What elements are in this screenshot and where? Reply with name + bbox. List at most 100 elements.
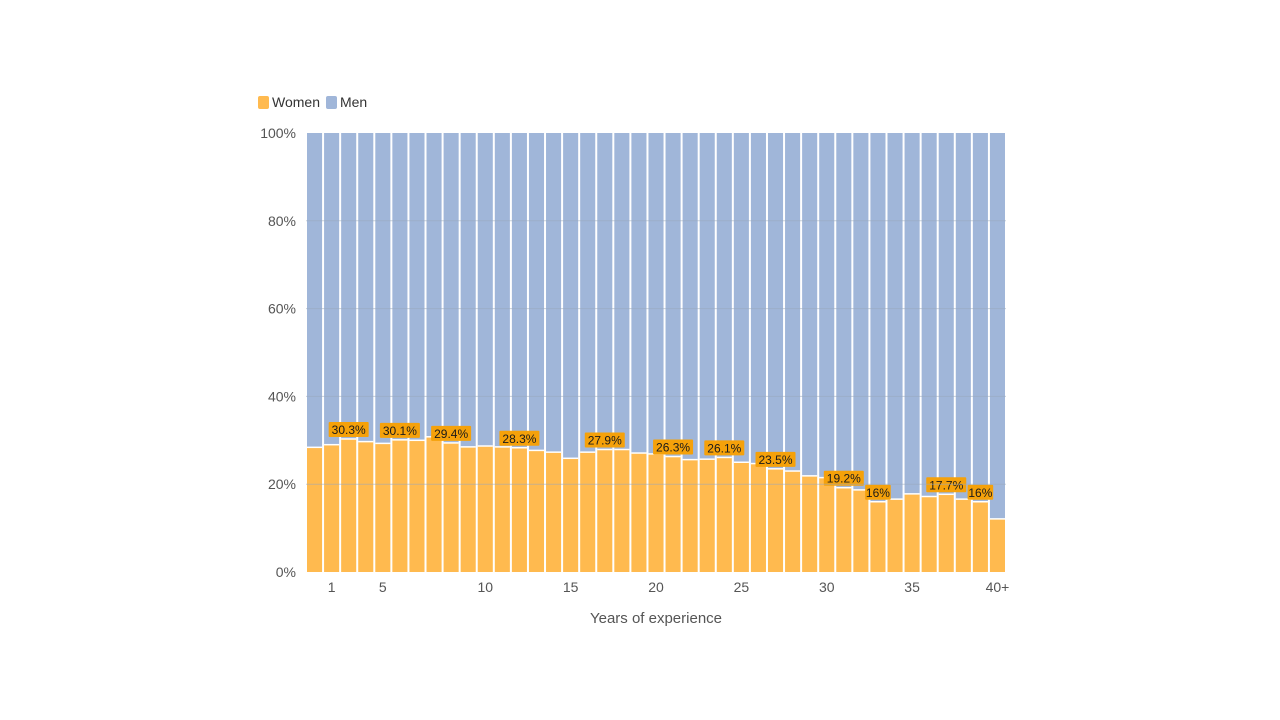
data-label: 23.5% [755, 451, 796, 467]
data-label: 16% [967, 484, 994, 500]
bar-women [631, 453, 647, 572]
bar-men [887, 133, 903, 500]
data-label-bg [431, 425, 472, 441]
annotations: 30.3% 30.1% 29.4% 28.3% 27.9% 26.3% 26.1% 23.5%… [328, 421, 994, 500]
bar-women [409, 440, 425, 572]
bar-men [614, 133, 630, 450]
bar-men [341, 133, 357, 439]
bar-women [938, 494, 954, 572]
bar-men [699, 133, 715, 460]
bar-men [648, 133, 664, 454]
axes: 0%20%40%60%80%100%1 5 10 15 20 25 30 35 40+ [260, 125, 1009, 595]
bar-women [921, 496, 937, 572]
data-label-bg [328, 421, 369, 437]
bar-women [904, 493, 920, 572]
x-tick-label: 20 [648, 579, 664, 595]
bar-women [716, 457, 732, 572]
data-label-bg [499, 430, 540, 446]
bar-men [307, 133, 323, 448]
bar-women [682, 459, 698, 572]
bar-women [460, 446, 476, 572]
bar-women [341, 438, 357, 572]
bar-men [460, 133, 476, 447]
bar-women [614, 449, 630, 572]
bar-men [409, 133, 425, 441]
bar-women [324, 444, 340, 572]
bar-men [375, 133, 391, 444]
bar-women [307, 447, 323, 572]
x-tick-label: 30 [819, 579, 835, 595]
bar-men [392, 133, 408, 440]
bar-men [546, 133, 562, 453]
bar-women [699, 459, 715, 572]
bars [307, 133, 1005, 572]
bar-men [972, 133, 988, 502]
bar-men [802, 133, 818, 476]
data-label: 30.1% [379, 422, 420, 438]
bar-men [358, 133, 374, 442]
data-label-bg [755, 451, 796, 467]
bar-women [989, 518, 1005, 572]
bar-women [819, 477, 835, 572]
bar-men [563, 133, 579, 459]
x-tick-label: 40+ [986, 579, 1010, 595]
bar-men [750, 133, 766, 464]
bar-women [563, 458, 579, 572]
bar-women [750, 463, 766, 572]
legend-label-men: Men [339, 94, 368, 110]
data-label-text: 16% [968, 486, 992, 500]
bar-men [989, 133, 1005, 519]
bar-women [546, 452, 562, 572]
data-label-text: 30.1% [383, 424, 417, 438]
data-label: 17.7% [926, 477, 967, 493]
bar-women [375, 443, 391, 572]
data-label-bg [704, 440, 745, 456]
bar-women [870, 501, 886, 572]
bar-men [665, 133, 681, 457]
bar-women [648, 453, 664, 572]
bar-men [716, 133, 732, 458]
data-label-text: 19.2% [827, 472, 861, 486]
bar-men [819, 133, 835, 478]
data-label: 30.3% [328, 421, 369, 437]
bar-women [358, 441, 374, 572]
x-tick-label: 15 [563, 579, 579, 595]
bar-women [733, 462, 749, 572]
data-label-text: 26.1% [707, 441, 741, 455]
data-label: 27.9% [584, 432, 625, 448]
x-tick-label: 35 [904, 579, 920, 595]
legend: Women Men [258, 94, 373, 110]
y-tick-label: 60% [268, 301, 296, 317]
bar-men [853, 133, 869, 490]
bar-women [665, 456, 681, 572]
bar-men [631, 133, 647, 454]
bar-women [836, 487, 852, 572]
bar-men [324, 133, 340, 445]
bar-women [426, 436, 442, 572]
bar-women [443, 442, 459, 572]
bar-men [580, 133, 596, 453]
y-tick-label: 40% [268, 388, 296, 404]
bar-women [785, 471, 801, 572]
bar-men [494, 133, 510, 447]
bar-men [733, 133, 749, 463]
bar-women [972, 501, 988, 572]
data-label-text: 30.3% [332, 423, 366, 437]
legend-label-women: Women [272, 94, 320, 110]
bar-women [802, 475, 818, 572]
legend-item-women[interactable]: Women [258, 94, 320, 110]
data-label-bg [823, 470, 864, 486]
data-label: 19.2% [823, 470, 864, 486]
bar-women [887, 499, 903, 572]
x-tick-label: 25 [734, 579, 750, 595]
data-label: 29.4% [431, 425, 472, 441]
data-label-bg [584, 432, 625, 448]
legend-item-men[interactable]: Men [325, 94, 368, 110]
x-tick-label: 1 [328, 579, 336, 595]
data-label: 16% [865, 484, 891, 500]
bar-men [785, 133, 801, 472]
bar-women [597, 449, 613, 572]
y-tick-label: 80% [268, 213, 296, 229]
bar-men [836, 133, 852, 488]
